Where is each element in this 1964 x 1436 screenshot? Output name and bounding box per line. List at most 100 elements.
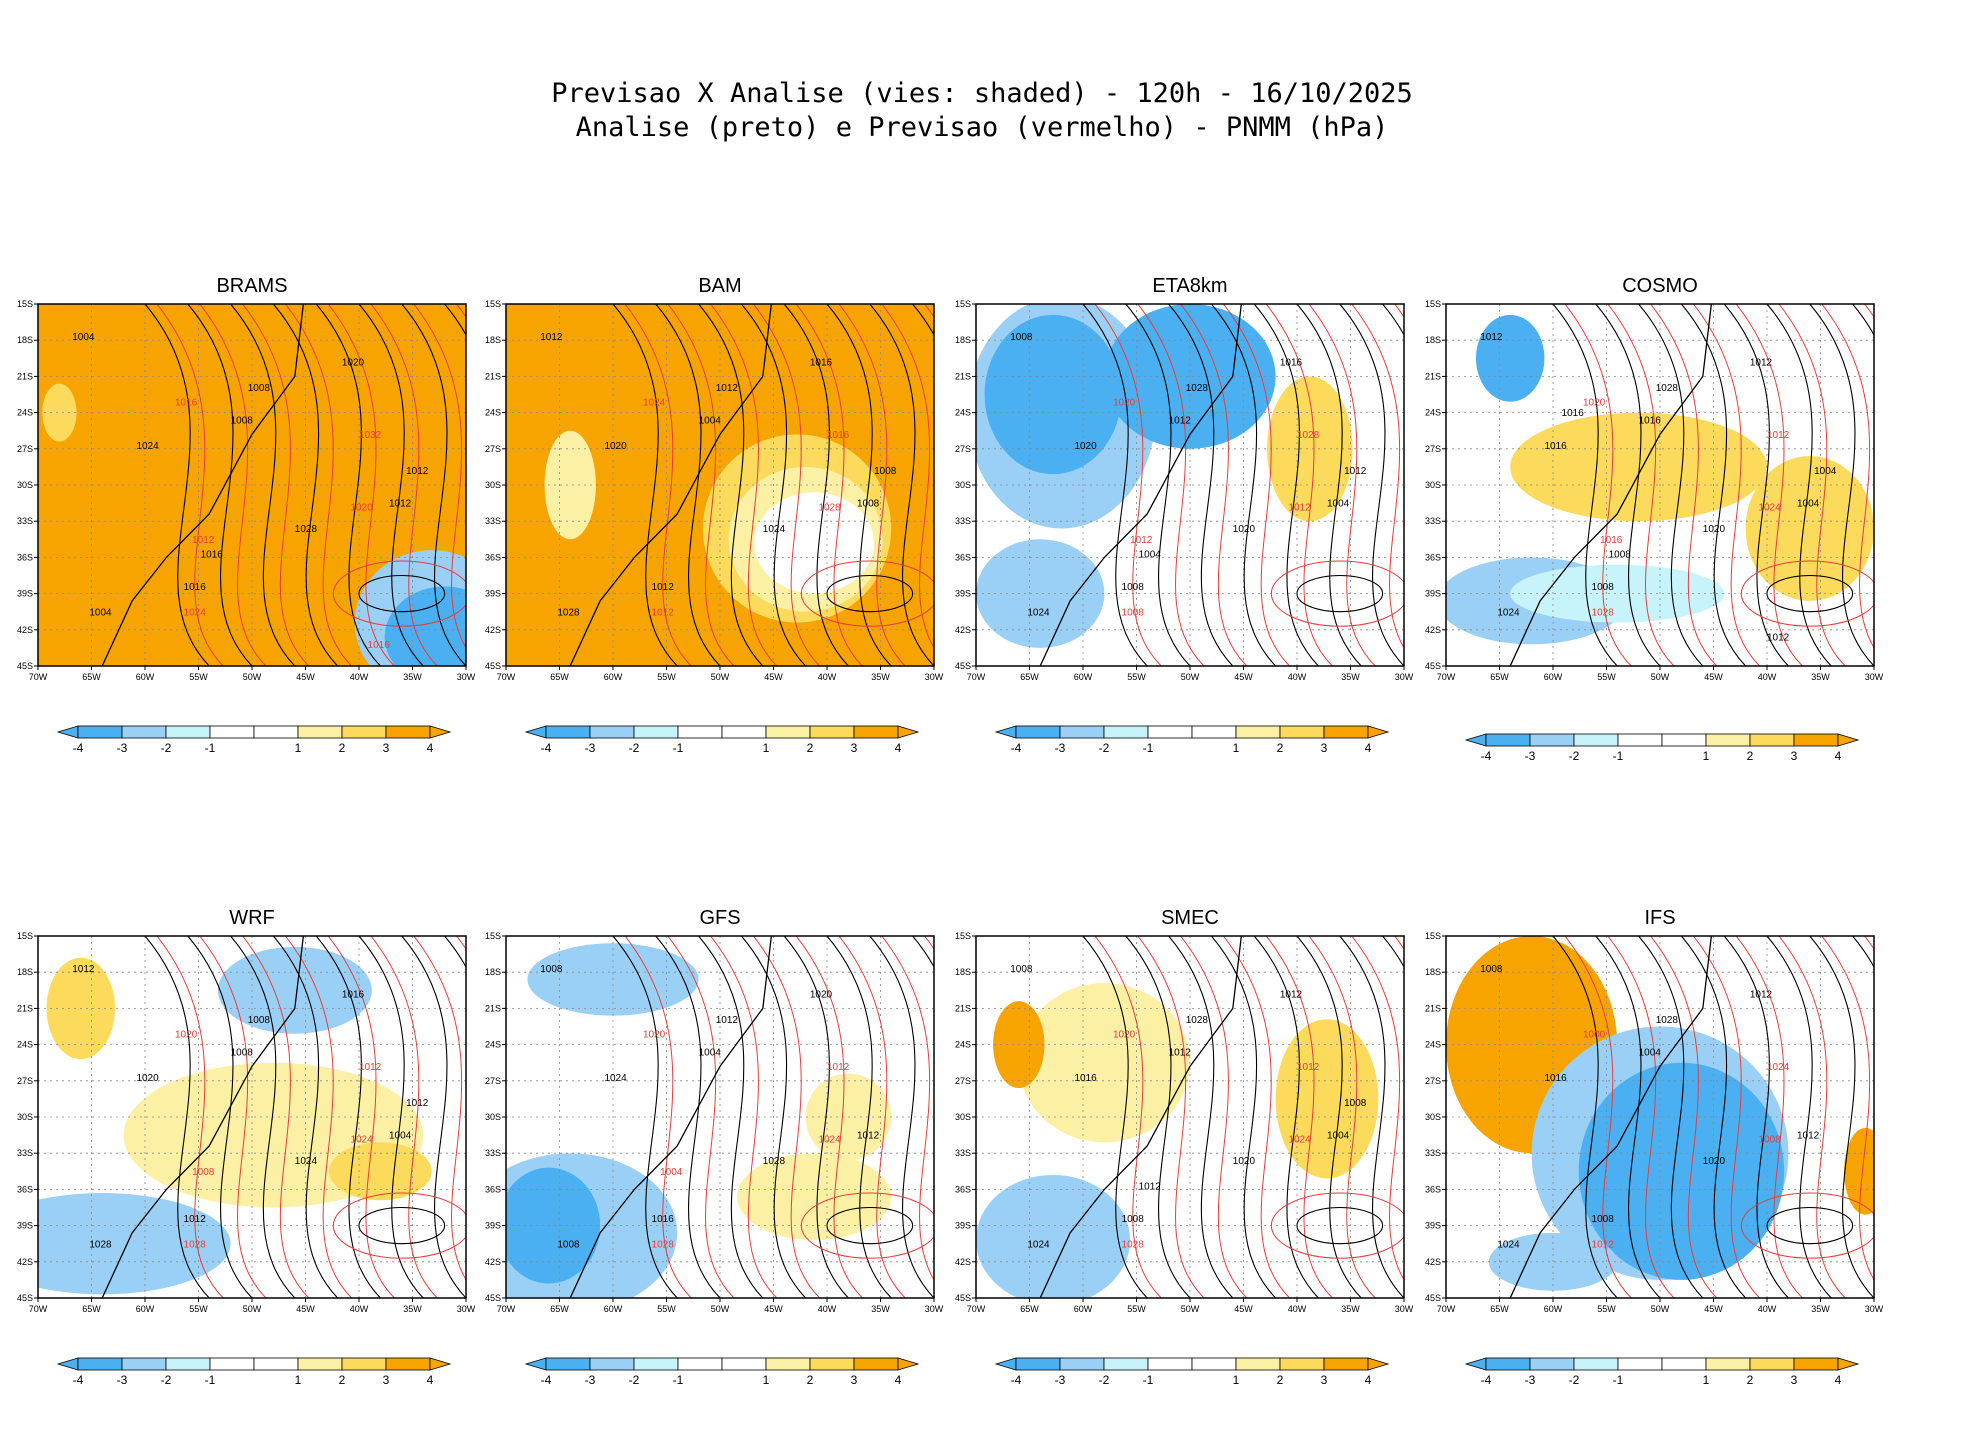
isobars xyxy=(612,304,934,666)
analysis-contour-label: 1016 xyxy=(1639,415,1662,426)
lon-tick-label: 45W xyxy=(764,672,783,682)
lon-tick-label: 55W xyxy=(1127,672,1146,682)
analysis-contour-label: 1012 xyxy=(1797,1131,1820,1142)
lat-tick-label: 36S xyxy=(1425,552,1441,562)
lon-tick-label: 55W xyxy=(1597,672,1616,682)
colorbar-swatch xyxy=(385,725,431,739)
forecast-isobar xyxy=(1351,936,1404,1281)
forecast-contour-label: 1020 xyxy=(643,1029,666,1040)
forecast-contour-label: 1024 xyxy=(1758,502,1781,513)
analysis-contour-label: 1012 xyxy=(1169,415,1192,426)
forecast-contour-label: 1016 xyxy=(368,640,391,651)
panel-bam: 1012 1004 1008 1012 1016 1020 1024 1028 1012 1008… xyxy=(485,275,944,755)
lat-tick-label: 39S xyxy=(17,1221,33,1231)
lon-tick-label: 30W xyxy=(457,1304,476,1314)
colorbar-label: 4 xyxy=(1365,1373,1372,1387)
forecast-isobar xyxy=(413,304,466,649)
forecast-contour-label: 1008 xyxy=(1758,1134,1781,1145)
isobars xyxy=(1082,936,1404,1298)
colorbar-arrow-left xyxy=(994,1357,1017,1371)
lat-tick-label: 42S xyxy=(17,625,33,635)
lat-tick-label: 21S xyxy=(485,371,501,381)
analysis-contour-label: 1020 xyxy=(604,441,627,452)
analysis-contour-label: 1024 xyxy=(1497,607,1520,618)
lat-tick-label: 24S xyxy=(955,408,971,418)
lat-tick-label: 21S xyxy=(17,1003,33,1013)
colorbar-swatch xyxy=(1235,1357,1281,1371)
analysis-contour-label: 1028 xyxy=(1186,383,1209,394)
colorbar-swatch xyxy=(209,1357,255,1371)
chart-title-line1: Previsao X Analise (vies: shaded) - 120h… xyxy=(551,78,1413,109)
colorbar-arrow-left xyxy=(56,1357,79,1371)
forecast-contour-label: 1000 xyxy=(1583,1029,1606,1040)
colorbar-swatch xyxy=(1793,1357,1839,1371)
lon-tick-label: 65W xyxy=(1490,672,1509,682)
colorbar-label: -4 xyxy=(1011,1373,1022,1387)
colorbar: -4 -3 -2 -1 1 2 3 4 xyxy=(524,725,920,755)
colorbar-swatch xyxy=(1705,1357,1751,1371)
forecast-contour-label: 1012 xyxy=(827,1062,850,1073)
colorbar-arrow-right xyxy=(429,725,452,739)
panel-smec: 1008 1012 1004 1008 1012 1016 1020 1024 1028 1008… xyxy=(955,907,1414,1387)
colorbar-swatch xyxy=(77,1357,123,1371)
analysis-isobar xyxy=(869,304,934,666)
colorbar-arrow-right xyxy=(1837,733,1860,747)
lon-tick-label: 45W xyxy=(296,1304,315,1314)
analysis-isobar xyxy=(1082,936,1148,1298)
lon-tick-label: 65W xyxy=(1020,672,1039,682)
forecast-contour-label: 1008 xyxy=(192,1167,215,1178)
lat-tick-label: 36S xyxy=(17,552,33,562)
forecast-isobar xyxy=(327,304,395,666)
lon-tick-label: 50W xyxy=(1651,1304,1670,1314)
analysis-contour-label: 1020 xyxy=(1233,1156,1256,1167)
forecast-isobar xyxy=(285,304,352,666)
lon-tick-label: 55W xyxy=(657,672,676,682)
colorbar-swatch xyxy=(121,1357,167,1371)
analysis-isobar xyxy=(1766,1206,1854,1245)
forecast-isobar xyxy=(667,304,735,666)
lat-tick-label: 18S xyxy=(17,967,33,977)
analysis-isobar xyxy=(272,936,339,1298)
lon-tick-label: 50W xyxy=(243,1304,262,1314)
colorbar: -4 -3 -2 -1 1 2 3 4 xyxy=(994,1357,1390,1387)
lat-tick-label: 18S xyxy=(955,335,971,345)
lat-tick-label: 30S xyxy=(485,480,501,490)
lat-tick-label: 18S xyxy=(1425,967,1441,977)
analysis-isobar xyxy=(1082,304,1148,666)
analysis-isobar xyxy=(272,304,339,666)
lon-tick-label: 50W xyxy=(1651,672,1670,682)
grid-lines xyxy=(1446,304,1874,666)
lat-tick-label: 30S xyxy=(955,480,971,490)
forecast-contour-label: 1016 xyxy=(175,397,198,408)
colorbar-label: 2 xyxy=(1277,741,1284,755)
analysis-contour-label: 1008 xyxy=(1010,964,1033,975)
lat-tick-label: 36S xyxy=(1425,1184,1441,1194)
colorbar-label: 4 xyxy=(895,741,902,755)
lon-tick-label: 35W xyxy=(1341,672,1360,682)
lat-tick-label: 21S xyxy=(1425,371,1441,381)
colorbar-arrow-left xyxy=(524,1357,547,1371)
colorbar-label: 3 xyxy=(1791,1373,1798,1387)
forecast-contour-label: 1024 xyxy=(643,397,666,408)
lat-tick-label: 18S xyxy=(485,967,501,977)
lat-tick-label: 21S xyxy=(17,371,33,381)
lat-tick-label: 24S xyxy=(1425,1040,1441,1050)
lat-tick-label: 33S xyxy=(17,516,33,526)
colorbar-swatch xyxy=(1661,733,1707,747)
lat-tick-label: 33S xyxy=(17,1148,33,1158)
lat-tick-label: 24S xyxy=(17,408,33,418)
colorbar-label: -2 xyxy=(1569,1373,1580,1387)
bias-region xyxy=(1018,983,1190,1143)
bias-region xyxy=(506,1167,601,1284)
analysis-isobar xyxy=(1168,936,1234,1298)
forecast-isobar xyxy=(1650,304,1718,666)
forecast-isobar xyxy=(1821,936,1874,1281)
colorbar-label: -2 xyxy=(1099,741,1110,755)
forecast-isobar xyxy=(1270,560,1404,627)
analysis-isobar xyxy=(230,304,296,666)
analysis-isobar xyxy=(698,936,764,1298)
forecast-isobar xyxy=(795,936,863,1298)
panel-title: WRF xyxy=(229,907,275,929)
analysis-contour-label: 1016 xyxy=(1544,441,1567,452)
colorbar-label: -1 xyxy=(205,1373,216,1387)
